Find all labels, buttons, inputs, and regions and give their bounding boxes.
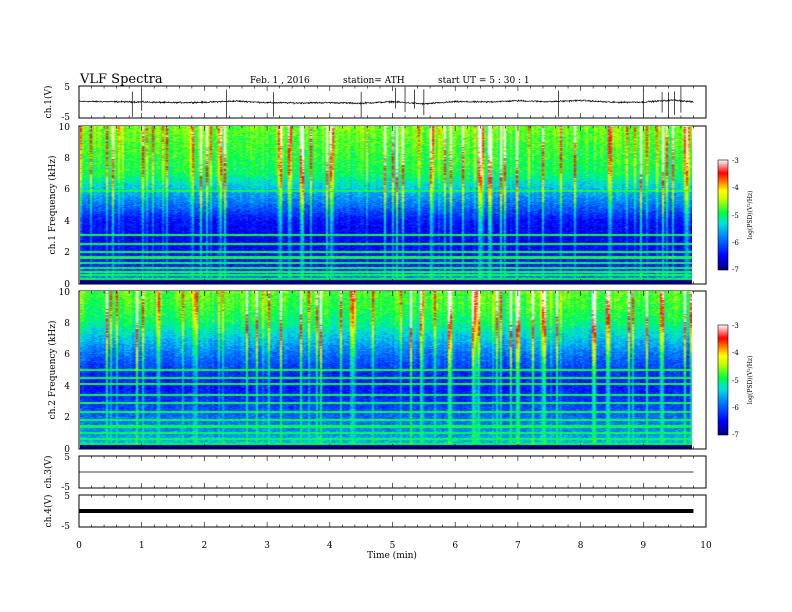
ch2-colorbar: -3 -4 -5 -6 -7 log(PSD)(V²/Hz) [717,322,754,439]
x-tick-label: 9 [640,541,646,551]
ch1-ytick-bottom: -5 [61,113,70,123]
ch1-ylabel: ch.1(V) [43,86,54,119]
ch3-x-ticks [78,456,707,488]
ch4-ytick-bottom: -5 [61,522,70,532]
ch4-ytick-top: 5 [64,492,70,502]
ch1-x-ticks [78,86,707,118]
x-tick-label: 0 [76,541,82,551]
ch1-spec-ytick-0: 0 [64,280,70,290]
ch1-spec-ytick-2: 2 [64,248,70,258]
ch2-spec-x-ticks [78,291,707,449]
ch1-spec-x-ticks [78,126,707,284]
ch3-ytick-top: 5 [64,453,70,463]
ch1-spec-ytick-6: 6 [64,185,70,195]
ch2-cb-tick-m5: -5 [732,377,739,385]
x-tick-label: 8 [578,541,584,551]
x-axis-label: Time (min) [367,550,417,561]
ch4-waveform-panel: 5 -5 ch.4(V) [43,492,707,532]
ch1-colorbar-bar [717,159,729,271]
ch3-ylabel: ch.3(V) [43,456,54,489]
start-time-label: start UT = 5 : 30 : 1 [438,76,530,86]
ch1-cb-tick-m6: -6 [732,239,739,247]
ch1-cb-tick-m7: -7 [732,266,739,274]
ch1-ytick-top: 5 [64,83,70,93]
ch1-spec-ytick-8: 8 [64,154,70,164]
x-tick-label: 2 [202,541,208,551]
ch3-waveform-panel: 5 -5 ch.3(V) [43,453,707,493]
ch1-cb-tick-m3: -3 [732,157,739,165]
ch1-cb-tick-m4: -4 [732,184,739,192]
x-tick-label: 10 [700,541,712,551]
x-tick-label: 7 [515,541,521,551]
ch3-ytick-bottom: -5 [61,483,70,493]
ch2-spec-ytick-6: 6 [64,350,70,360]
ch1-colorbar: -3 -4 -5 -6 -7 log(PSD)(V²/Hz) [717,157,754,274]
figure-title: VLF Spectra [80,72,163,87]
x-tick-label: 5 [390,541,396,551]
ch1-spec-ytick-10: 10 [59,123,71,133]
ch4-x-ticks [78,495,707,527]
ch1-spec-ytick-4: 4 [64,217,70,227]
ch4-ylabel: ch.4(V) [43,495,54,528]
ch2-spec-ytick-10: 10 [59,288,71,298]
ch2-spec-ytick-2: 2 [64,413,70,423]
ch2-cb-tick-m6: -6 [732,404,739,412]
ch2-spec-ytick-4: 4 [64,382,70,392]
x-tick-label: 4 [327,541,333,551]
x-tick-label: 1 [139,541,145,551]
ch2-spectrogram-image [80,291,692,449]
ch2-colorbar-bar [717,324,729,436]
ch1-cb-tick-m5: -5 [732,212,739,220]
ch1-spectrogram-image [80,126,692,284]
ch1-colorbar-label: log(PSD)(V²/Hz) [747,191,754,240]
ch2-spec-ylabel: ch.2 Frequency (kHz) [47,321,58,420]
ch1-spectrogram-panel: 0 2 4 6 8 10 ch.1 Frequency (kHz) [47,123,707,290]
ch2-cb-tick-m7: -7 [732,431,739,439]
ch1-waveform-panel: 5 -5 ch.1(V) [43,83,707,123]
ch2-spec-ytick-8: 8 [64,319,70,329]
station-label: station= ATH [343,76,405,86]
ch1-spec-ylabel: ch.1 Frequency (kHz) [47,156,58,255]
x-axis: 0 1 2 3 4 5 6 7 8 9 10 [76,541,712,551]
ch2-cb-tick-m4: -4 [732,349,739,357]
ch2-spectrogram-panel: 0 2 4 6 8 10 ch.2 Frequency (kHz) [47,288,707,455]
ch2-spec-ytick-0: 0 [64,445,70,455]
x-tick-label: 6 [452,541,458,551]
ch2-colorbar-label: log(PSD)(V²/Hz) [747,356,754,405]
date-label: Feb. 1 , 2016 [250,76,310,86]
ch1-trace [78,87,694,118]
ch2-cb-tick-m3: -3 [732,322,739,330]
x-tick-label: 3 [264,541,270,551]
